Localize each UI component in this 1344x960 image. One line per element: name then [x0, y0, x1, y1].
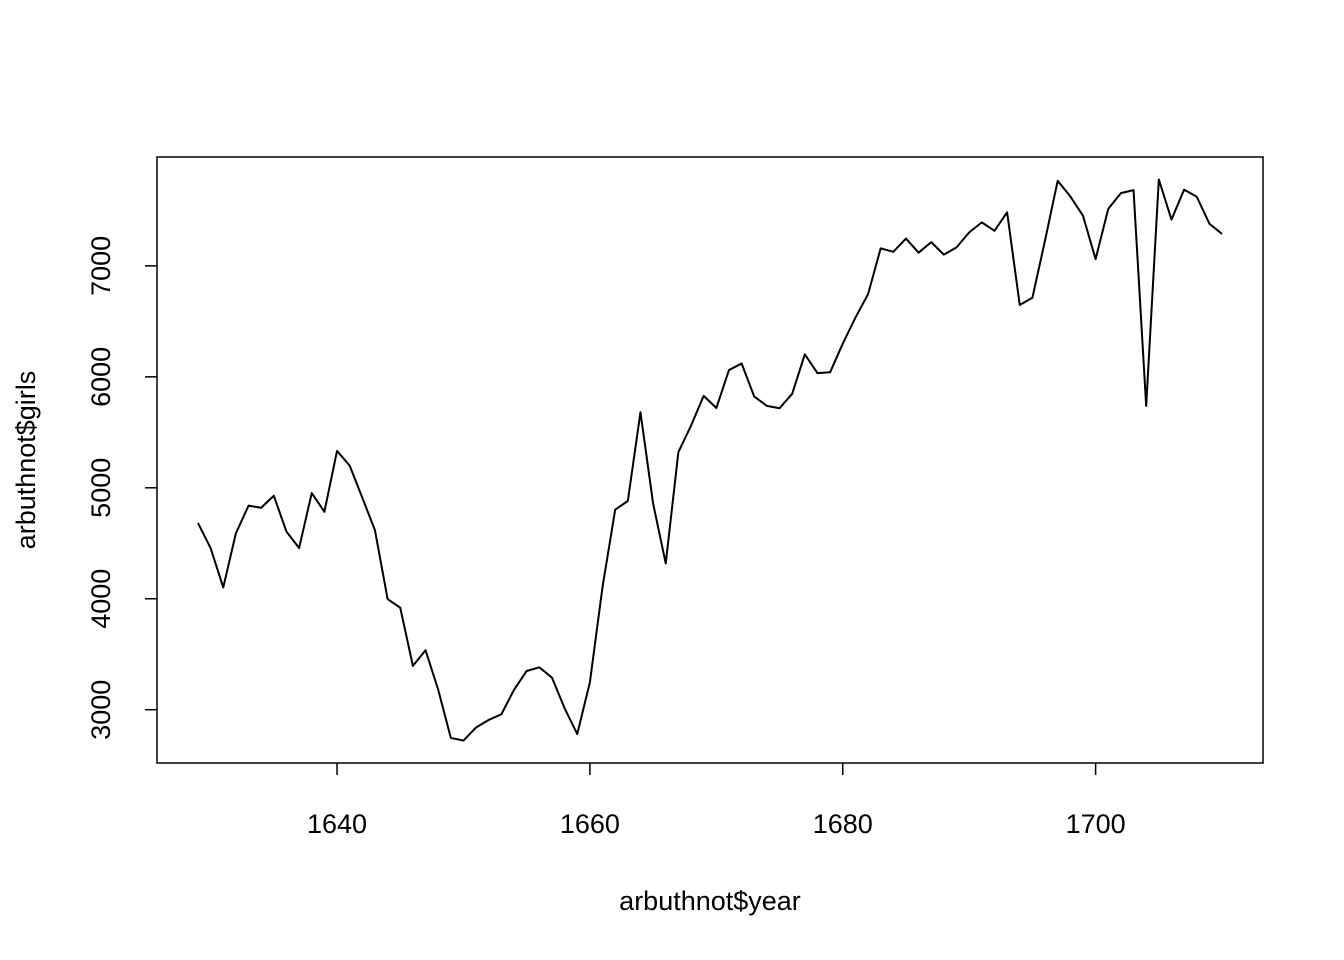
x-axis-label: arbuthnot$year	[619, 886, 801, 916]
y-tick-label: 7000	[86, 236, 116, 296]
x-tick-label: 1680	[813, 809, 873, 839]
y-tick-label: 3000	[86, 680, 116, 740]
plot-frame	[156, 156, 1264, 764]
y-tick-label: 5000	[86, 458, 116, 518]
data-line	[197, 178, 1223, 742]
y-tick-label: 4000	[86, 569, 116, 629]
x-tick-label: 1700	[1066, 809, 1126, 839]
x-tick-label: 1660	[560, 809, 620, 839]
x-tick-label: 1640	[307, 809, 367, 839]
y-tick-label: 6000	[86, 347, 116, 407]
y-axis-label: arbuthnot$girls	[11, 371, 41, 550]
